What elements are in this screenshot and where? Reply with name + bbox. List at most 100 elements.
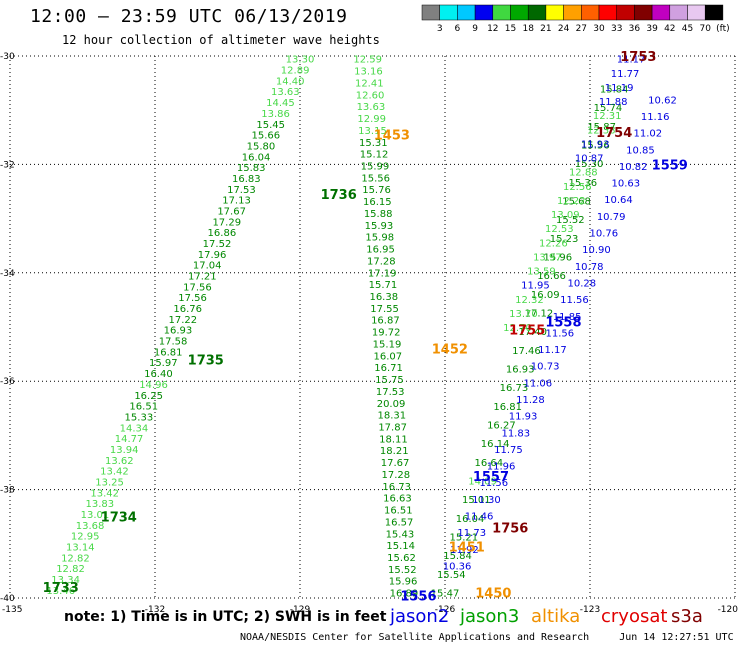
time-label: 1559 bbox=[652, 158, 688, 173]
wave-height-label: 18.11 bbox=[379, 434, 408, 445]
wave-height-label: 11.30 bbox=[472, 495, 501, 506]
wave-height-label: 13.59 bbox=[527, 267, 556, 278]
wave-height-label: 10.36 bbox=[443, 561, 472, 572]
wave-height-label: 12.99 bbox=[357, 114, 386, 125]
wave-height-label: 16.71 bbox=[374, 363, 403, 374]
wave-height-label: 13.16 bbox=[354, 67, 383, 78]
wave-height-label: 17.53 bbox=[227, 185, 256, 196]
colorbar-swatch bbox=[669, 4, 688, 21]
wave-height-label: 15.84 bbox=[600, 85, 629, 96]
wave-height-label: 15.01 bbox=[462, 495, 491, 506]
wave-height-label: 13.34 bbox=[51, 575, 80, 586]
time-label: 1754 bbox=[596, 126, 632, 141]
footer-credit: NOAA/NESDIS Center for Satellite Applica… bbox=[240, 632, 740, 643]
wave-height-label: 16.86 bbox=[208, 228, 237, 239]
wave-height-label: 16.93 bbox=[164, 326, 193, 337]
wave-height-label: 17.53 bbox=[376, 387, 405, 398]
y-tick-label: -40 bbox=[0, 594, 15, 604]
colorbar-swatch bbox=[563, 4, 582, 21]
colorbar-label: 45 bbox=[682, 24, 693, 34]
colorbar-label: 70 bbox=[699, 24, 711, 34]
wave-height-label: 15.75 bbox=[375, 375, 404, 386]
x-tick-label: -135 bbox=[2, 605, 22, 615]
wave-height-label: 15.76 bbox=[362, 185, 391, 196]
wave-height-label: 11.56 bbox=[545, 328, 574, 339]
wave-height-label: 15.87 bbox=[587, 122, 616, 133]
colorbar-label: 36 bbox=[629, 24, 641, 34]
wave-height-label: 16.15 bbox=[363, 197, 392, 208]
wave-height-label: 10.85 bbox=[626, 145, 655, 156]
wave-height-label: 12.26 bbox=[539, 238, 568, 249]
wave-height-label: 12.59 bbox=[353, 55, 382, 66]
wave-height-label: 11.75 bbox=[494, 445, 523, 456]
wave-height-label: 17.29 bbox=[212, 217, 241, 228]
wave-height-label: 10.64 bbox=[604, 195, 633, 206]
wave-height-label: 12.31 bbox=[593, 111, 622, 122]
wave-height-label: 15.33 bbox=[125, 412, 154, 423]
wave-height-label: 11.88 bbox=[599, 97, 628, 108]
colorbar-swatch bbox=[474, 4, 494, 21]
wave-height-label: 15.62 bbox=[387, 553, 416, 564]
wave-height-label: 17.46 bbox=[512, 346, 541, 357]
wave-height-label: 15.45 bbox=[256, 120, 285, 131]
wave-height-label: 11.73 bbox=[457, 528, 486, 539]
wave-height-label: 10.28 bbox=[567, 278, 596, 289]
wave-height-label: 18.21 bbox=[380, 446, 409, 457]
wave-height-label: 12.53 bbox=[545, 224, 574, 235]
colorbar-swatch bbox=[439, 4, 458, 21]
legend-jason3: jason3 bbox=[460, 606, 520, 627]
wave-height-label: 15.31 bbox=[359, 138, 388, 149]
wave-height-label: 12.82 bbox=[61, 553, 90, 564]
wave-height-label: 11.28 bbox=[516, 395, 545, 406]
wave-height-label: 19.72 bbox=[372, 328, 401, 339]
wave-height-label: 15.19 bbox=[373, 339, 402, 350]
time-label: 1452 bbox=[432, 343, 468, 358]
wave-height-label: 16.87 bbox=[371, 316, 400, 327]
colorbar-label: 18 bbox=[522, 24, 534, 34]
wave-height-label: 12.56 bbox=[563, 182, 592, 193]
wave-height-label: 13.14 bbox=[66, 543, 95, 554]
colorbar-label: 42 bbox=[664, 24, 675, 34]
wave-height-label: 20.09 bbox=[377, 399, 406, 410]
x-tick-label: -132 bbox=[145, 605, 165, 615]
time-label: 1450 bbox=[475, 587, 511, 602]
colorbar-label: 12 bbox=[487, 24, 498, 34]
wave-height-label: 10.90 bbox=[582, 245, 611, 256]
wave-height-label: 14.77 bbox=[115, 434, 144, 445]
wave-height-label: 17.22 bbox=[168, 315, 197, 326]
wave-height-label: 16.27 bbox=[487, 421, 516, 432]
colorbar-swatch bbox=[527, 4, 547, 21]
wave-height-label: 16.14 bbox=[481, 439, 510, 450]
colorbar-swatch bbox=[687, 4, 706, 21]
wave-height-label: 16.93 bbox=[506, 365, 535, 376]
wave-height-label: 16.38 bbox=[369, 292, 398, 303]
x-tick-label: -120 bbox=[718, 605, 739, 615]
wave-height-label: 11.06 bbox=[523, 378, 552, 389]
colorbar-swatch bbox=[581, 4, 600, 21]
legend-altika: altika bbox=[531, 606, 581, 627]
time-label: 1557 bbox=[473, 470, 509, 485]
wave-height-label: 13.63 bbox=[357, 102, 386, 113]
colorbar-swatch bbox=[598, 4, 617, 21]
wave-height-label: 10.73 bbox=[531, 362, 560, 373]
wave-height-label: 16.04 bbox=[456, 514, 485, 525]
wave-height-label: 11.92 bbox=[450, 545, 479, 556]
colorbar-label: 30 bbox=[593, 24, 605, 34]
colorbar-swatch bbox=[457, 4, 476, 21]
wave-height-label: 16.25 bbox=[134, 391, 163, 402]
wave-height-label: 12.89 bbox=[281, 66, 310, 77]
time-label: 1734 bbox=[101, 511, 137, 526]
wave-height-label: 15.43 bbox=[386, 529, 415, 540]
wave-height-label: 17.21 bbox=[188, 272, 217, 283]
x-tick-label: -126 bbox=[435, 605, 456, 615]
wave-height-label: 17.87 bbox=[378, 422, 407, 433]
wave-height-label: 17.56 bbox=[183, 282, 212, 293]
wave-height-label: 15.47 bbox=[431, 589, 460, 600]
wave-height-label: 17.28 bbox=[367, 256, 396, 267]
wave-height-label: 17.28 bbox=[382, 470, 411, 481]
wave-height-label: 15.96 bbox=[389, 577, 418, 588]
wave-height-label: 11.83 bbox=[501, 428, 530, 439]
wave-height-label: 11.93 bbox=[581, 139, 610, 150]
wave-height-label: 16.57 bbox=[385, 517, 414, 528]
